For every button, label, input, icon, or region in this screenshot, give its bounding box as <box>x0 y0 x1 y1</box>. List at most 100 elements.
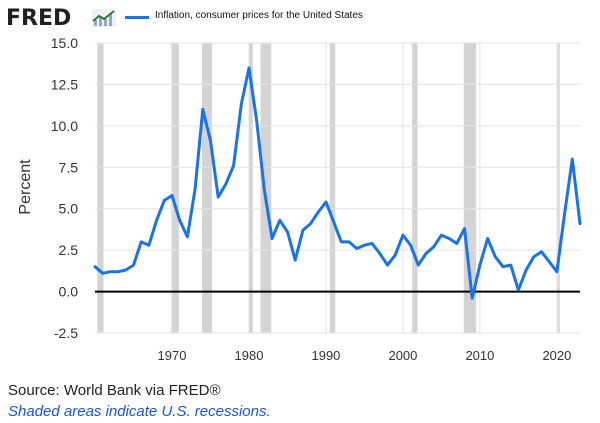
data-point <box>240 103 243 106</box>
data-point <box>317 210 320 214</box>
data-point <box>447 237 451 240</box>
data-point <box>101 272 104 275</box>
chart-header: FRED Inflation, consumer prices for the … <box>0 0 600 36</box>
plot-area <box>95 43 580 333</box>
data-point <box>286 230 289 234</box>
data-point <box>440 234 443 237</box>
data-point <box>116 270 120 273</box>
data-point <box>340 240 343 244</box>
data-point <box>463 227 466 230</box>
data-point <box>293 258 297 262</box>
data-point <box>432 245 435 249</box>
recession-band <box>557 43 560 333</box>
data-point <box>139 240 143 244</box>
data-point <box>193 187 197 191</box>
data-point <box>417 263 420 267</box>
data-point <box>486 237 489 240</box>
data-point <box>309 222 312 225</box>
data-point <box>255 119 258 123</box>
data-point <box>555 270 559 273</box>
data-point <box>548 260 551 263</box>
legend-label: Inflation, consumer prices for the Unite… <box>155 10 363 21</box>
x-tick-label: 2010 <box>465 348 494 363</box>
data-point <box>132 263 135 267</box>
y-tick-label: 7.5 <box>59 159 79 175</box>
x-tick-label: 1970 <box>158 348 187 363</box>
recession-band <box>248 43 253 333</box>
recession-band <box>329 43 336 333</box>
data-point <box>247 66 251 70</box>
data-point <box>478 263 482 267</box>
data-point <box>394 253 397 257</box>
data-point <box>409 243 412 247</box>
data-point <box>571 157 574 161</box>
recession-band <box>412 43 418 333</box>
y-tick-label: 10.0 <box>51 118 78 134</box>
data-point <box>524 268 528 272</box>
data-point <box>178 219 181 222</box>
data-point <box>517 288 520 292</box>
data-point <box>147 243 151 247</box>
y-tick-label: 5.0 <box>59 201 79 217</box>
data-point <box>278 219 281 222</box>
x-tick-label: 2020 <box>542 348 571 363</box>
x-tick-label: 1980 <box>235 348 264 363</box>
y-axis-ticks: -2.5 0.0 2.5 5.0 7.5 10.0 12.5 15.0 <box>51 35 78 341</box>
line-chart: -2.5 0.0 2.5 5.0 7.5 10.0 12.5 15.0 1970 1980 199… <box>17 35 582 363</box>
data-point <box>216 195 220 199</box>
y-tick-label: 15.0 <box>51 35 78 51</box>
data-point <box>263 189 266 192</box>
data-point <box>209 139 212 142</box>
data-point <box>455 242 459 245</box>
plot-background <box>95 43 580 333</box>
data-point <box>424 252 428 255</box>
data-point <box>363 243 366 247</box>
data-point <box>401 234 405 237</box>
series-line <box>93 66 582 300</box>
data-point <box>186 235 189 239</box>
data-point <box>163 199 166 202</box>
data-point <box>347 240 351 244</box>
legend-swatch <box>125 16 149 19</box>
data-point <box>378 252 382 255</box>
data-point <box>170 194 174 197</box>
data-point <box>93 265 97 268</box>
y-tick-label: -2.5 <box>54 325 78 341</box>
fred-trend-chart-icon <box>92 9 116 27</box>
data-point <box>386 263 389 267</box>
data-point <box>540 250 543 253</box>
data-point <box>509 263 512 267</box>
data-point <box>201 108 204 111</box>
y-axis-label: Percent <box>17 159 34 215</box>
data-point <box>370 242 374 245</box>
data-point <box>270 237 274 240</box>
source-text: Source: World Bank via FRED® <box>8 382 221 399</box>
data-point <box>494 255 497 258</box>
x-tick-label: 2000 <box>388 348 417 363</box>
inflation-line <box>93 66 582 300</box>
data-point <box>224 182 228 186</box>
y-tick-label: 2.5 <box>59 242 79 258</box>
data-point <box>532 255 536 258</box>
y-tick-label: 12.5 <box>51 76 78 92</box>
data-point <box>232 164 235 167</box>
data-point <box>563 212 566 215</box>
data-point <box>301 229 305 232</box>
data-point <box>471 297 474 300</box>
data-point <box>355 247 358 250</box>
x-tick-label: 1990 <box>311 348 340 363</box>
data-point <box>332 220 335 224</box>
data-point <box>578 222 582 225</box>
data-point <box>109 270 112 273</box>
data-point <box>155 219 158 222</box>
recession-band <box>260 43 272 333</box>
recession-band <box>202 43 213 333</box>
data-point <box>324 200 328 204</box>
data-point <box>124 268 127 272</box>
fred-logo[interactable]: FRED <box>6 6 72 31</box>
data-points <box>93 66 582 300</box>
recession-note: Shaded areas indicate U.S. recessions. <box>8 403 271 420</box>
y-tick-label: 0.0 <box>59 284 79 300</box>
x-axis-ticks: 1970 1980 1990 2000 2010 2020 <box>158 348 572 363</box>
recession-band <box>97 43 104 333</box>
